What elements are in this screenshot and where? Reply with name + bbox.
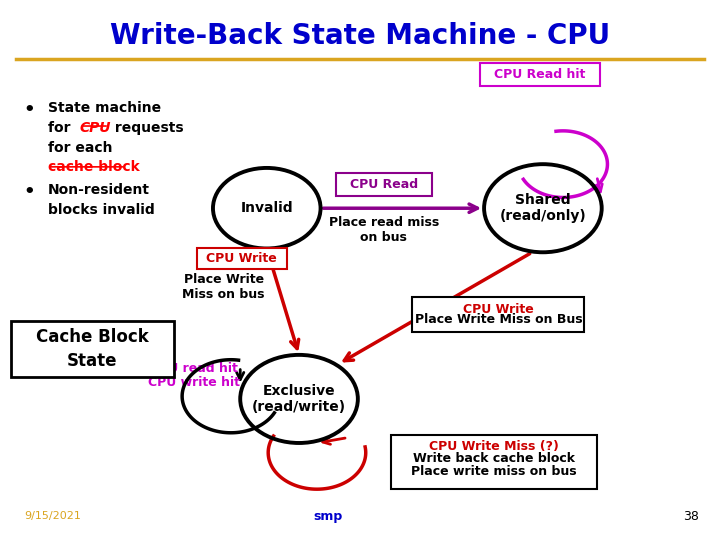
Text: blocks invalid: blocks invalid: [48, 203, 155, 217]
FancyBboxPatch shape: [11, 321, 174, 377]
Text: CPU write hit: CPU write hit: [148, 376, 240, 389]
Text: Place read miss
on bus: Place read miss on bus: [328, 217, 438, 244]
Text: requests: requests: [110, 120, 184, 134]
Text: CPU Read: CPU Read: [350, 178, 418, 191]
Text: State machine: State machine: [48, 101, 161, 115]
Text: CPU Read hit: CPU Read hit: [495, 68, 585, 81]
Text: CPU Write: CPU Write: [463, 303, 534, 316]
FancyBboxPatch shape: [391, 435, 598, 489]
Text: Place Write Miss on Bus: Place Write Miss on Bus: [415, 313, 582, 326]
FancyBboxPatch shape: [197, 248, 287, 269]
Text: Write back cache block: Write back cache block: [413, 451, 575, 464]
Text: Exclusive
(read/write): Exclusive (read/write): [252, 384, 346, 414]
Text: Cache Block
State: Cache Block State: [36, 328, 149, 370]
Text: •: •: [23, 101, 35, 119]
Text: CPU read hit: CPU read hit: [150, 362, 238, 375]
Text: Place Write
Miss on bus: Place Write Miss on bus: [182, 273, 265, 301]
Text: Invalid: Invalid: [240, 201, 293, 215]
FancyBboxPatch shape: [336, 173, 432, 197]
Text: Write-Back State Machine - CPU: Write-Back State Machine - CPU: [110, 22, 610, 50]
Text: CPU Write Miss (?): CPU Write Miss (?): [429, 440, 559, 453]
Text: Place write miss on bus: Place write miss on bus: [411, 465, 577, 478]
Text: Non-resident: Non-resident: [48, 183, 150, 197]
Text: CPU: CPU: [80, 120, 111, 134]
Text: cache block: cache block: [48, 160, 140, 174]
Text: 38: 38: [683, 510, 699, 523]
Text: Shared
(read/only): Shared (read/only): [500, 193, 586, 224]
Text: CPU Write: CPU Write: [207, 252, 277, 265]
FancyBboxPatch shape: [413, 297, 585, 332]
Text: 9/15/2021: 9/15/2021: [24, 511, 81, 521]
Text: •: •: [23, 183, 35, 201]
Text: smp: smp: [313, 510, 342, 523]
FancyBboxPatch shape: [480, 63, 600, 86]
Text: for each: for each: [48, 140, 112, 154]
Text: for: for: [48, 120, 76, 134]
